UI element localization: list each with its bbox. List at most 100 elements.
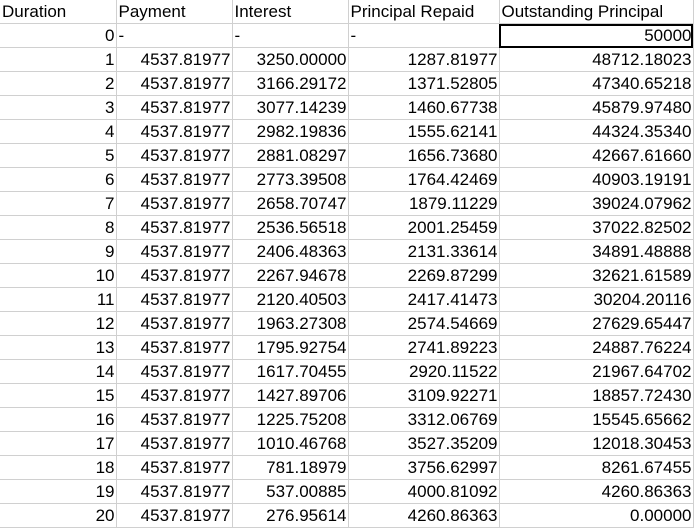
cell-outstanding-principal[interactable]: 15545.65662 (499, 407, 694, 432)
cell-duration[interactable]: 18 (0, 455, 117, 480)
cell-outstanding-principal[interactable]: 30204.20116 (499, 287, 694, 312)
cell-principal-repaid[interactable]: 4000.81092 (348, 479, 500, 504)
cell-outstanding-principal[interactable]: 8261.67455 (499, 455, 694, 480)
cell-principal-repaid[interactable]: 4260.86363 (348, 503, 500, 528)
cell-outstanding-principal[interactable]: 24887.76224 (499, 335, 694, 360)
cell-interest[interactable]: 2881.08297 (232, 143, 349, 168)
cell-interest[interactable]: 1963.27308 (232, 311, 349, 336)
cell-interest[interactable]: 2536.56518 (232, 215, 349, 240)
cell-payment[interactable]: 4537.81977 (116, 71, 233, 96)
cell-duration[interactable]: 7 (0, 191, 117, 216)
cell-principal-repaid[interactable]: 2269.87299 (348, 263, 500, 288)
cell-payment[interactable]: 4537.81977 (116, 311, 233, 336)
cell-duration[interactable]: 11 (0, 287, 117, 312)
cell-interest[interactable]: 537.00885 (232, 479, 349, 504)
cell-duration[interactable]: 14 (0, 359, 117, 384)
cell-payment[interactable]: 4537.81977 (116, 503, 233, 528)
cell-duration[interactable]: 12 (0, 311, 117, 336)
cell-payment[interactable]: 4537.81977 (116, 263, 233, 288)
cell-outstanding-principal[interactable]: 42667.61660 (499, 143, 694, 168)
cell-principal-repaid[interactable]: 2417.41473 (348, 287, 500, 312)
cell-duration[interactable]: 2 (0, 71, 117, 96)
cell-principal-repaid[interactable]: 3756.62997 (348, 455, 500, 480)
cell-principal-repaid[interactable]: 1287.81977 (348, 47, 500, 72)
header-cell-principal-repaid[interactable]: Principal Repaid (348, 0, 500, 24)
cell-outstanding-principal[interactable]: 45879.97480 (499, 95, 694, 120)
cell-payment[interactable]: 4537.81977 (116, 119, 233, 144)
cell-payment[interactable]: 4537.81977 (116, 455, 233, 480)
cell-outstanding-principal[interactable]: 4260.86363 (499, 479, 694, 504)
cell-duration[interactable]: 20 (0, 503, 117, 528)
cell-duration[interactable]: 3 (0, 95, 117, 120)
cell-principal-repaid[interactable]: 3109.92271 (348, 383, 500, 408)
cell-interest[interactable]: 1225.75208 (232, 407, 349, 432)
cell-principal-repaid[interactable]: 2920.11522 (348, 359, 500, 384)
cell-duration[interactable]: 17 (0, 431, 117, 456)
cell-interest[interactable]: 2267.94678 (232, 263, 349, 288)
cell-outstanding-principal[interactable]: 39024.07962 (499, 191, 694, 216)
cell-payment[interactable]: 4537.81977 (116, 335, 233, 360)
cell-interest[interactable]: 1795.92754 (232, 335, 349, 360)
cell-outstanding-principal[interactable]: 34891.48888 (499, 239, 694, 264)
cell-duration[interactable]: 1 (0, 47, 117, 72)
cell-interest[interactable]: 1617.70455 (232, 359, 349, 384)
cell-interest[interactable]: 3077.14239 (232, 95, 349, 120)
cell-duration[interactable]: 4 (0, 119, 117, 144)
cell-principal-repaid[interactable]: 1371.52805 (348, 71, 500, 96)
cell-principal-repaid[interactable]: 1555.62141 (348, 119, 500, 144)
cell-interest[interactable]: 3166.29172 (232, 71, 349, 96)
cell-duration[interactable]: 6 (0, 167, 117, 192)
cell-principal-repaid[interactable]: 3527.35209 (348, 431, 500, 456)
cell-outstanding-principal[interactable]: 48712.18023 (499, 47, 694, 72)
cell-duration[interactable]: 19 (0, 479, 117, 504)
cell-payment[interactable]: 4537.81977 (116, 47, 233, 72)
cell-principal-repaid[interactable]: 2574.54669 (348, 311, 500, 336)
cell-payment[interactable]: 4537.81977 (116, 239, 233, 264)
cell-principal-repaid[interactable]: 1879.11229 (348, 191, 500, 216)
cell-payment[interactable]: 4537.81977 (116, 359, 233, 384)
cell-interest[interactable]: 276.95614 (232, 503, 349, 528)
header-cell-payment[interactable]: Payment (116, 0, 233, 24)
cell-interest[interactable]: - (232, 23, 349, 48)
cell-principal-repaid[interactable]: 2741.89223 (348, 335, 500, 360)
cell-principal-repaid[interactable]: 1656.73680 (348, 143, 500, 168)
cell-interest[interactable]: 2406.48363 (232, 239, 349, 264)
selected-cell-outstanding-principal[interactable]: 50000 (499, 23, 694, 48)
cell-outstanding-principal[interactable]: 0.00000 (499, 503, 694, 528)
cell-outstanding-principal[interactable]: 32621.61589 (499, 263, 694, 288)
cell-payment[interactable]: 4537.81977 (116, 215, 233, 240)
cell-outstanding-principal[interactable]: 12018.30453 (499, 431, 694, 456)
cell-interest[interactable]: 2773.39508 (232, 167, 349, 192)
cell-duration[interactable]: 10 (0, 263, 117, 288)
header-cell-outstanding-principal[interactable]: Outstanding Principal (499, 0, 694, 24)
cell-duration[interactable]: 5 (0, 143, 117, 168)
cell-duration[interactable]: 9 (0, 239, 117, 264)
cell-payment[interactable]: 4537.81977 (116, 479, 233, 504)
cell-payment[interactable]: 4537.81977 (116, 407, 233, 432)
cell-outstanding-principal[interactable]: 21967.64702 (499, 359, 694, 384)
cell-payment[interactable]: 4537.81977 (116, 95, 233, 120)
cell-outstanding-principal[interactable]: 40903.19191 (499, 167, 694, 192)
cell-principal-repaid[interactable]: 2001.25459 (348, 215, 500, 240)
cell-interest[interactable]: 3250.00000 (232, 47, 349, 72)
cell-interest[interactable]: 2658.70747 (232, 191, 349, 216)
cell-payment[interactable]: - (116, 23, 233, 48)
cell-principal-repaid[interactable]: - (348, 23, 500, 48)
cell-principal-repaid[interactable]: 3312.06769 (348, 407, 500, 432)
cell-outstanding-principal[interactable]: 27629.65447 (499, 311, 694, 336)
cell-interest[interactable]: 781.18979 (232, 455, 349, 480)
cell-interest[interactable]: 2982.19836 (232, 119, 349, 144)
cell-interest[interactable]: 2120.40503 (232, 287, 349, 312)
cell-duration[interactable]: 13 (0, 335, 117, 360)
cell-payment[interactable]: 4537.81977 (116, 431, 233, 456)
cell-payment[interactable]: 4537.81977 (116, 167, 233, 192)
cell-interest[interactable]: 1427.89706 (232, 383, 349, 408)
cell-outstanding-principal[interactable]: 47340.65218 (499, 71, 694, 96)
cell-outstanding-principal[interactable]: 18857.72430 (499, 383, 694, 408)
cell-duration[interactable]: 8 (0, 215, 117, 240)
cell-duration[interactable]: 16 (0, 407, 117, 432)
cell-outstanding-principal[interactable]: 44324.35340 (499, 119, 694, 144)
cell-interest[interactable]: 1010.46768 (232, 431, 349, 456)
cell-principal-repaid[interactable]: 2131.33614 (348, 239, 500, 264)
cell-principal-repaid[interactable]: 1460.67738 (348, 95, 500, 120)
